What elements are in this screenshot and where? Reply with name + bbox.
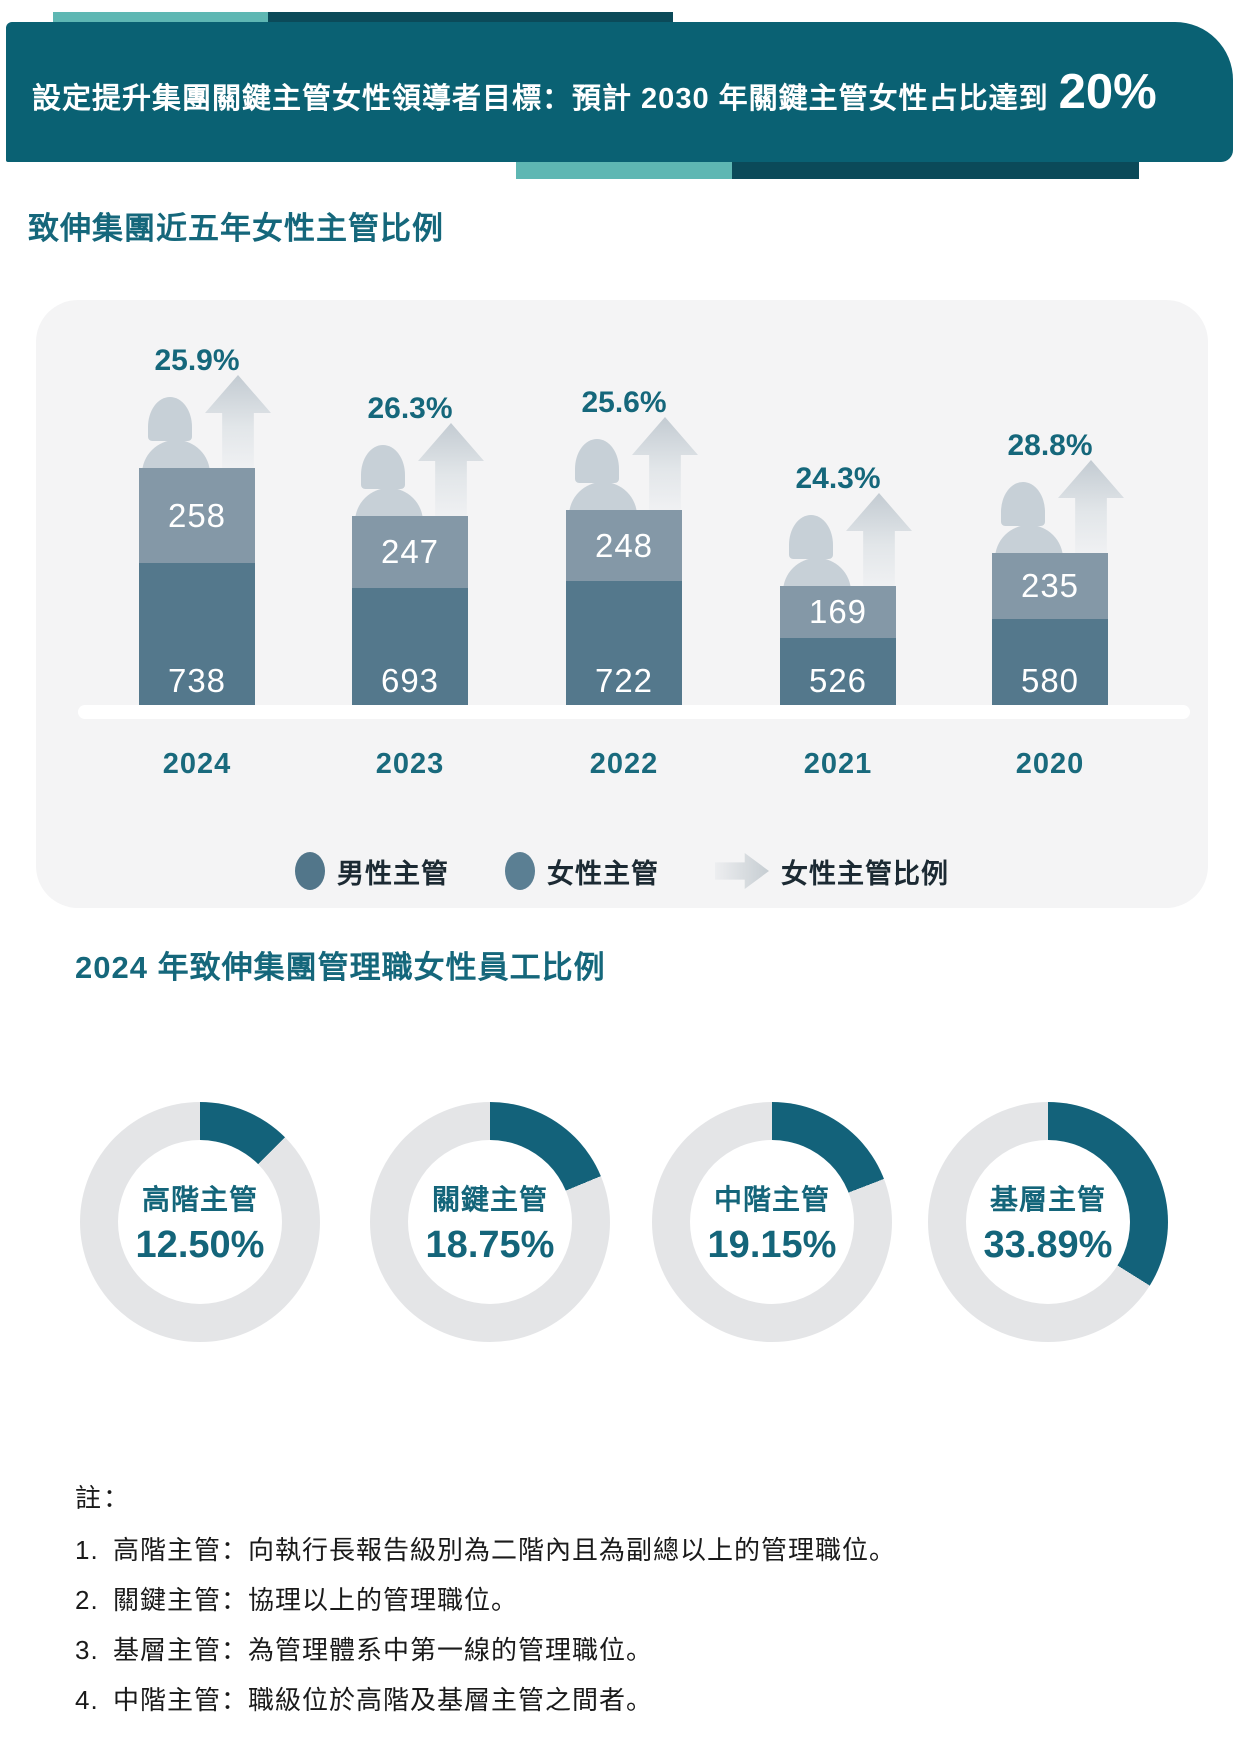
male-bar-segment: 526 <box>780 638 896 712</box>
deco-bar-bottom-dark <box>732 162 1139 179</box>
male-bar-segment: 738 <box>139 563 255 712</box>
person-icon-small <box>1001 482 1045 526</box>
note-number: 4. <box>75 1685 99 1715</box>
chart-legend: 男性主管 女性主管 女性主管比例 <box>36 851 1208 891</box>
year-label: 2023 <box>375 748 445 780</box>
note-item: 2. 關鍵主管：協理以上的管理職位。 <box>75 1586 896 1615</box>
note-number: 2. <box>75 1585 99 1615</box>
legend-item-female: 女性主管 <box>505 852 659 891</box>
male-bar-segment: 722 <box>566 581 682 712</box>
ratio-percent-label: 28.8% <box>1007 429 1093 462</box>
ratio-arrow-icon <box>715 853 769 889</box>
donut-label: 高階主管 <box>141 1183 258 1215</box>
legend-item-ratio: 女性主管比例 <box>715 852 949 891</box>
note-item: 3. 基層主管：為管理體系中第一線的管理職位。 <box>75 1636 896 1665</box>
goal-banner: 設定提升集團關鍵主管女性領導者目標：預計 2030 年關鍵主管女性占比達到 20… <box>6 22 1233 162</box>
person-icon-small <box>148 397 192 441</box>
male-count-label: 693 <box>380 662 440 699</box>
note-text: 關鍵主管：協理以上的管理職位。 <box>113 1585 519 1615</box>
year-label: 2021 <box>803 748 873 780</box>
female-bar-segment: 248 <box>566 510 682 581</box>
donut-label: 中階主管 <box>713 1183 830 1215</box>
donut-label: 基層主管 <box>989 1183 1106 1215</box>
section2-title: 2024 年致伸集團管理職女性員工比例 <box>75 950 606 985</box>
male-bar-segment: 693 <box>352 588 468 712</box>
year-label: 2022 <box>589 748 659 780</box>
chart-baseline <box>78 705 1190 719</box>
ratio-percent-label: 24.3% <box>795 462 881 495</box>
male-legend-dot-icon <box>295 852 325 890</box>
footnotes-heading: 註： <box>75 1483 132 1513</box>
legend-label-ratio: 女性主管比例 <box>781 858 949 889</box>
female-count-label: 235 <box>1020 567 1080 604</box>
deco-bar-bottom-light <box>516 162 732 179</box>
donut-value: 33.89% <box>983 1223 1113 1266</box>
goal-banner-line: 設定提升集團關鍵主管女性領導者目標：預計 2030 年關鍵主管女性占比達到 20… <box>32 64 1157 120</box>
male-count-label: 722 <box>594 662 654 699</box>
male-count-label: 526 <box>808 662 868 699</box>
female-count-label: 248 <box>594 526 654 564</box>
growth-arrow-icon <box>418 423 484 518</box>
section1-title: 致伸集團近五年女性主管比例 <box>28 211 444 246</box>
note-number: 1. <box>75 1535 99 1565</box>
year-label: 2024 <box>162 748 232 780</box>
male-bar-segment: 580 <box>992 619 1108 712</box>
donut-hole: 基層主管 33.89% <box>966 1140 1130 1304</box>
note-text: 中階主管：職級位於高階及基層主管之間者。 <box>113 1685 654 1715</box>
note-number: 3. <box>75 1635 99 1665</box>
male-count-label: 738 <box>167 662 227 699</box>
ratio-percent-label: 25.6% <box>581 386 667 419</box>
donut-chart: 中階主管 19.15% <box>652 1102 892 1342</box>
goal-banner-highlight: 20% <box>1058 65 1157 119</box>
growth-arrow-icon <box>1058 460 1124 555</box>
note-text: 基層主管：為管理體系中第一線的管理職位。 <box>113 1635 654 1665</box>
legend-label-male: 男性主管 <box>337 858 449 889</box>
note-item: 4. 中階主管：職級位於高階及基層主管之間者。 <box>75 1686 896 1715</box>
person-icon-small <box>575 439 619 483</box>
donut-label: 關鍵主管 <box>431 1183 548 1215</box>
donut-chart: 基層主管 33.89% <box>928 1102 1168 1342</box>
donut-chart: 關鍵主管 18.75% <box>370 1102 610 1342</box>
female-bar-segment: 235 <box>992 553 1108 619</box>
donut-hole: 高階主管 12.50% <box>118 1140 282 1304</box>
footnotes-list: 1. 高階主管：向執行長報告級別為二階內且為副總以上的管理職位。 2. 關鍵主管：協理… <box>75 1536 896 1715</box>
female-bar-segment: 169 <box>780 586 896 638</box>
donut-hole: 中階主管 19.15% <box>690 1140 854 1304</box>
female-bar-segment: 247 <box>352 516 468 588</box>
note-text: 高階主管：向執行長報告級別為二階內且為副總以上的管理職位。 <box>113 1535 897 1565</box>
ratio-percent-label: 25.9% <box>154 344 240 377</box>
female-bar-segment: 258 <box>139 468 255 563</box>
note-item: 1. 高階主管：向執行長報告級別為二階內且為副總以上的管理職位。 <box>75 1536 896 1565</box>
female-legend-dot-icon <box>505 852 535 890</box>
growth-arrow-icon <box>632 417 698 512</box>
bar-chart-panel: 258 738 25.9% 247 693 26.3% 248 722 25.6% 169 526 2… <box>36 300 1208 908</box>
footnotes: 註： 1. 高階主管：向執行長報告級別為二階內且為副總以上的管理職位。 2. 關鍵主管… <box>75 1478 896 1715</box>
donut-value: 19.15% <box>707 1223 837 1266</box>
goal-banner-text: 設定提升集團關鍵主管女性領導者目標：預計 2030 年關鍵主管女性占比達到 <box>32 83 1049 115</box>
donut-value: 18.75% <box>425 1223 555 1266</box>
female-count-label: 247 <box>380 533 440 570</box>
donut-value: 12.50% <box>135 1223 265 1266</box>
donut-chart: 高階主管 12.50% <box>80 1102 320 1342</box>
growth-arrow-icon <box>846 493 912 588</box>
legend-item-male: 男性主管 <box>295 852 449 891</box>
year-label: 2020 <box>1015 748 1085 780</box>
donut-hole: 關鍵主管 18.75% <box>408 1140 572 1304</box>
male-count-label: 580 <box>1020 662 1080 699</box>
female-count-label: 169 <box>808 593 868 630</box>
female-count-label: 258 <box>167 496 227 534</box>
growth-arrow-icon <box>205 375 271 470</box>
ratio-percent-label: 26.3% <box>367 392 453 425</box>
person-icon-small <box>789 515 833 559</box>
legend-label-female: 女性主管 <box>547 858 659 889</box>
person-icon-small <box>361 445 405 489</box>
